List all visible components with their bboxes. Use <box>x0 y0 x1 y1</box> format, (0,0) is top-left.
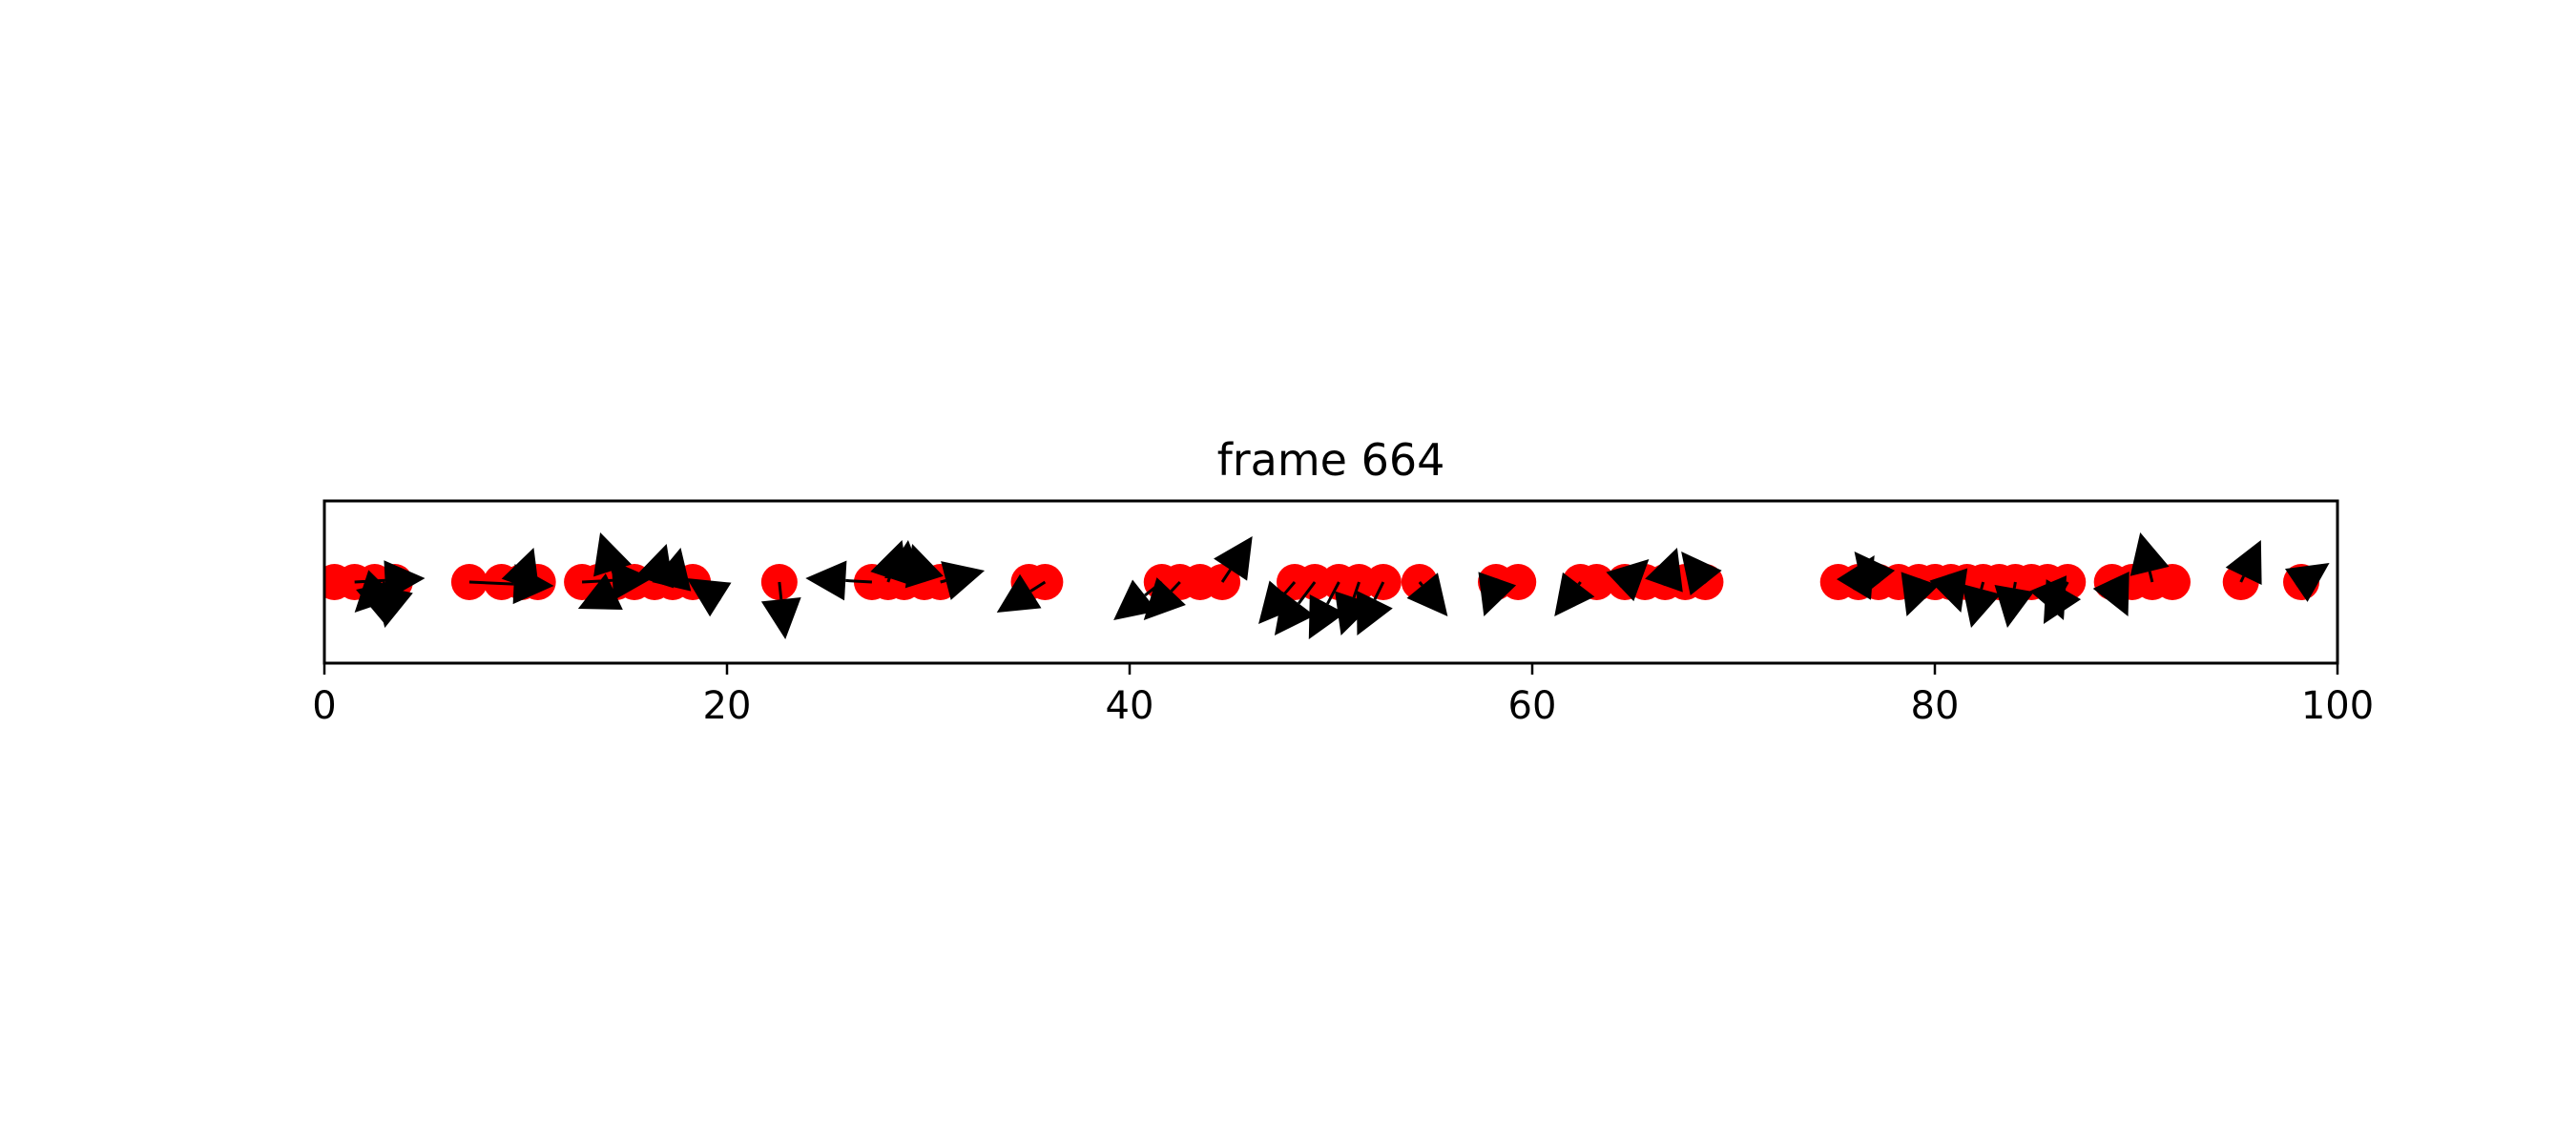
x-tick-label: 80 <box>1911 684 1960 728</box>
velocity-arrow <box>1258 580 1300 624</box>
velocity-arrow <box>1143 577 1186 620</box>
velocity-arrow <box>652 548 692 592</box>
velocity-arrow <box>996 573 1047 613</box>
chart-title: frame 664 <box>1217 434 1445 486</box>
velocity-arrow <box>2225 540 2262 585</box>
velocity-arrow <box>1962 581 2001 628</box>
velocity-arrow <box>2129 532 2170 583</box>
velocity-arrow <box>354 570 398 613</box>
velocity-arrow <box>1554 572 1595 616</box>
data-point <box>2153 564 2191 600</box>
velocity-arrow <box>1406 572 1448 616</box>
velocity-arrow <box>1606 559 1650 602</box>
velocity-arrow <box>1854 552 1896 595</box>
velocity-arrow <box>760 581 801 639</box>
x-tick-label: 60 <box>1508 684 1557 728</box>
plot-data-layer <box>324 532 2330 639</box>
velocity-arrow <box>1214 536 1253 583</box>
data-point <box>1578 564 1615 600</box>
velocity-arrow <box>1274 581 1317 635</box>
velocity-arrow <box>805 560 873 601</box>
velocity-arrow <box>577 573 635 610</box>
plot-frame <box>322 499 2339 665</box>
x-tick-label: 20 <box>703 684 752 728</box>
velocity-arrow <box>1308 581 1345 639</box>
velocity-arrow <box>1478 572 1517 616</box>
velocity-arrow <box>501 548 540 593</box>
velocity-arrow <box>2285 563 2330 602</box>
velocity-arrow <box>1681 552 1722 595</box>
velocity-arrow <box>2092 572 2129 616</box>
velocity-arrow <box>2043 579 2082 624</box>
velocity-arrow <box>1357 581 1393 635</box>
velocity-arrow <box>686 578 732 617</box>
velocity-arrow <box>1901 572 1940 616</box>
x-tick-label: 40 <box>1106 684 1154 728</box>
x-tick-label: 100 <box>2301 684 2374 728</box>
x-tick-label: 0 <box>312 684 336 728</box>
x-axis: 0 20 40 60 80 100 <box>312 663 2374 728</box>
velocity-arrow <box>940 561 986 600</box>
velocity-arrow <box>1994 581 2034 628</box>
velocity-arrow <box>904 544 944 589</box>
velocity-arrow <box>1645 548 1683 593</box>
velocity-arrow <box>1929 568 1968 613</box>
velocity-arrow <box>593 532 633 583</box>
